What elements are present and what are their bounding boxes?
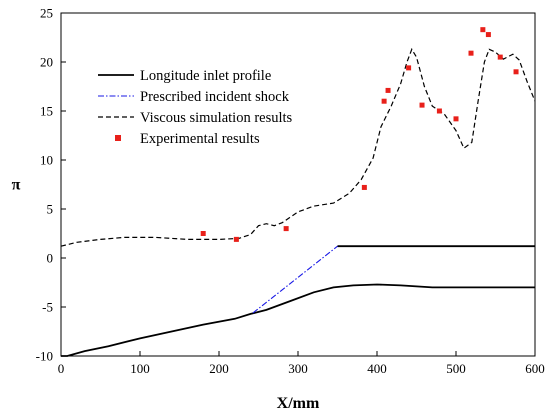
experimental-point — [200, 231, 206, 236]
legend-item: Prescribed incident shock — [98, 89, 290, 105]
experimental-point — [283, 226, 289, 232]
axis-ticks: 0 100 200 300 400 500 600 -10 -5 0 5 10 15 20 25 — [36, 6, 545, 377]
legend-item: Experimental results — [115, 131, 260, 147]
experimental-point — [480, 27, 486, 33]
x-tick-label: 200 — [209, 361, 229, 376]
plot-frame — [60, 12, 536, 357]
x-tick-label: 600 — [525, 361, 545, 376]
y-tick-label: 5 — [47, 202, 54, 217]
experimental-point — [381, 98, 387, 104]
experimental-point — [513, 69, 519, 75]
experimental-point — [497, 54, 503, 60]
experimental-point — [406, 65, 412, 71]
experimental-point — [453, 116, 459, 122]
experimental-point — [485, 32, 491, 38]
experimental-point — [468, 50, 474, 56]
x-axis-title: X/mm — [277, 395, 320, 412]
series-0-line — [61, 283, 535, 357]
y-tick-label: 25 — [40, 6, 53, 21]
x-tick-label: 0 — [58, 361, 65, 376]
y-tick-label: -10 — [36, 349, 53, 364]
experimental-point — [436, 108, 442, 114]
legend: Longitude inlet profile Prescribed incide… — [98, 68, 293, 147]
y-tick-label: -5 — [42, 300, 53, 315]
legend-label: Experimental results — [140, 131, 260, 147]
series-1-line — [252, 245, 338, 314]
x-tick-label: 400 — [367, 361, 387, 376]
x-tick-label: 500 — [446, 361, 466, 376]
series-2-line — [60, 47, 536, 247]
legend-item: Viscous simulation results — [98, 110, 293, 126]
plot-marks — [60, 27, 536, 357]
legend-label: Viscous simulation results — [140, 110, 293, 126]
legend-label: Longitude inlet profile — [140, 68, 271, 84]
experimental-point — [233, 236, 239, 242]
y-tick-label: 10 — [40, 153, 53, 168]
x-tick-label: 300 — [288, 361, 308, 376]
y-tick-label: 20 — [40, 55, 53, 70]
legend-marker — [115, 135, 121, 141]
experimental-point — [385, 87, 391, 93]
y-tick-label: 15 — [40, 104, 53, 119]
legend-item: Longitude inlet profile — [98, 68, 271, 84]
y-tick-label: 0 — [47, 251, 54, 266]
x-tick-label: 100 — [130, 361, 150, 376]
y-axis-title: π — [12, 177, 21, 194]
legend-label: Prescribed incident shock — [140, 89, 290, 105]
experimental-point — [419, 102, 425, 108]
experimental-point — [361, 184, 367, 190]
